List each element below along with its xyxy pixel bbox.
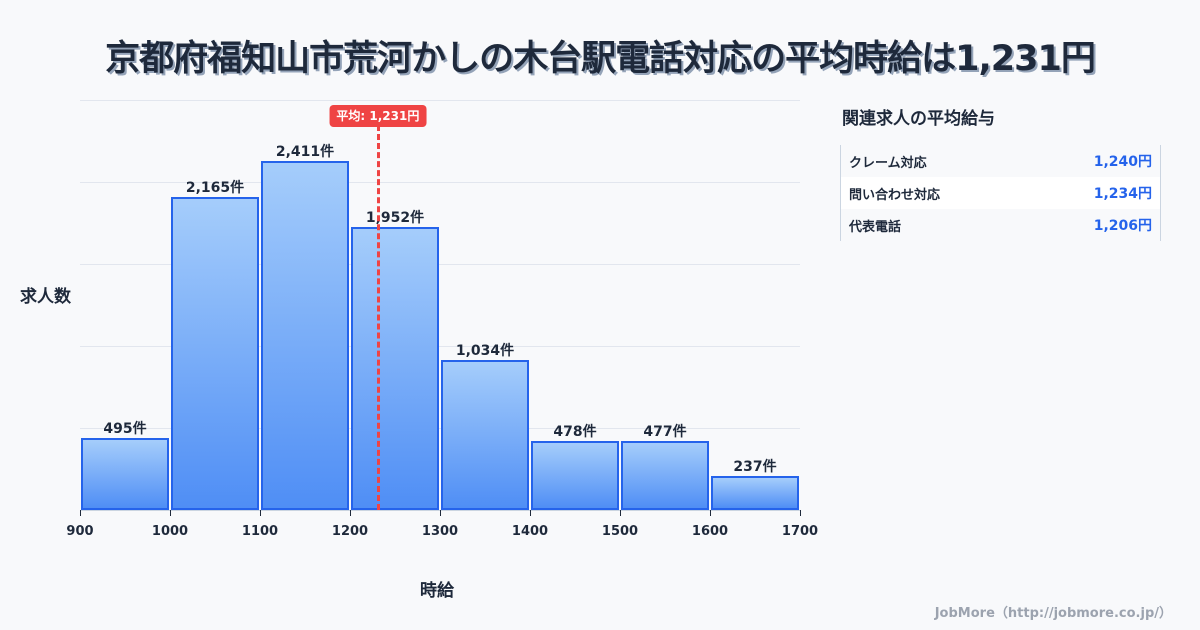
x-tick [350, 510, 351, 516]
x-tick-label: 1000 [151, 524, 189, 539]
gridline [80, 182, 800, 183]
histogram-bar [531, 440, 619, 510]
gridline [80, 100, 800, 101]
gridline [80, 428, 800, 429]
x-tick [620, 510, 621, 516]
related-label: 問い合わせ対応 [849, 187, 941, 203]
x-tick-label: 1200 [331, 524, 369, 539]
histogram-bar [711, 475, 799, 510]
bar-value-label: 477件 [643, 423, 687, 440]
related-row: クレーム対応 1,240円 [841, 145, 1160, 177]
histogram-bar [81, 438, 169, 510]
gridline [80, 264, 800, 265]
histogram-bar [171, 196, 259, 510]
x-tick-label: 1600 [691, 524, 729, 539]
page-title: 京都府福知山市荒河かしの木台駅電話対応の平均時給は1,231円 [105, 39, 1096, 79]
x-tick [260, 510, 261, 516]
related-row: 代表電話 1,206円 [841, 209, 1160, 241]
bar-value-label: 237件 [733, 458, 777, 475]
histogram-bar [351, 227, 439, 510]
bar-value-label: 2,411件 [275, 143, 335, 160]
histogram-bar [621, 440, 709, 510]
related-value: 1,234円 [1093, 186, 1152, 202]
x-tick-label: 1100 [241, 524, 279, 539]
mean-badge: 平均: 1,231円 [329, 105, 427, 127]
bar-value-label: 495件 [103, 421, 147, 438]
bar-value-label: 478件 [553, 423, 597, 440]
x-tick [530, 510, 531, 516]
x-tick-label: 900 [66, 524, 94, 539]
related-label: クレーム対応 [849, 155, 927, 171]
histogram-bar [261, 160, 349, 510]
related-row: 問い合わせ対応 1,234円 [841, 177, 1160, 209]
x-tick-label: 1300 [421, 524, 459, 539]
histogram-bar [441, 360, 529, 510]
related-title: 関連求人の平均給与 [842, 109, 995, 129]
x-tick [440, 510, 441, 516]
x-tick-label: 1400 [511, 524, 549, 539]
related-label: 代表電話 [849, 219, 902, 235]
histogram-plot: 495件 2,165件 2,411件 1,952件 1,034件 478件 477件 237件 [80, 100, 800, 510]
x-tick-label: 1700 [781, 524, 819, 539]
y-axis-label: 求人数 [20, 287, 71, 307]
mean-line [376, 125, 380, 510]
related-value: 1,206円 [1093, 218, 1152, 234]
x-axis-label: 時給 [420, 581, 454, 601]
bar-value-label: 1,034件 [455, 343, 515, 360]
gridline [80, 346, 800, 347]
bar-value-label: 1,952件 [365, 210, 425, 227]
x-tick [800, 510, 801, 516]
x-tick [710, 510, 711, 516]
footer-credit: JobMore（http://jobmore.co.jp/） [934, 606, 1172, 621]
related-table: クレーム対応 1,240円 問い合わせ対応 1,234円 代表電話 1,206円 [840, 145, 1161, 241]
bar-value-label: 2,165件 [185, 179, 245, 196]
x-tick [80, 510, 81, 516]
related-value: 1,240円 [1093, 154, 1152, 170]
x-tick-label: 1500 [601, 524, 639, 539]
x-tick [170, 510, 171, 516]
